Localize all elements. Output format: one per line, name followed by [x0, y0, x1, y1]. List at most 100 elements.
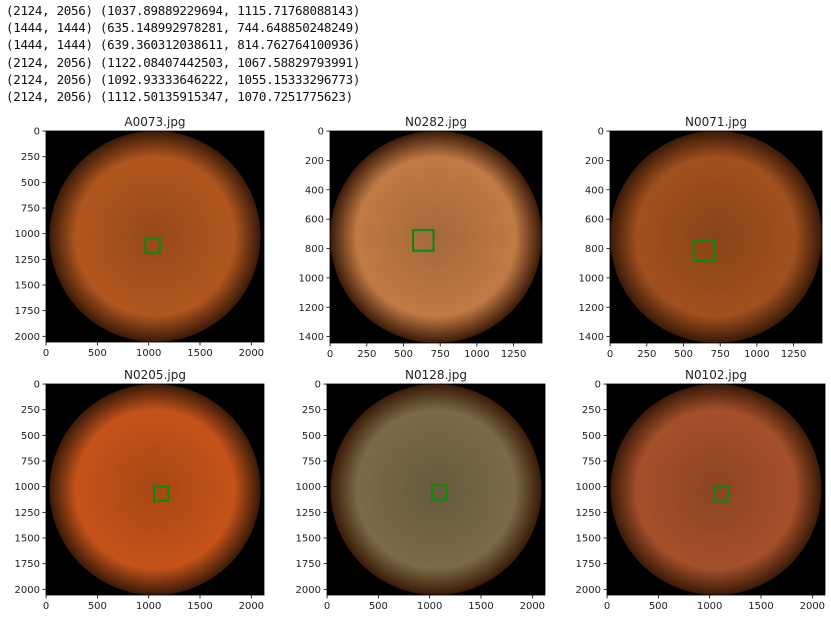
y-tick-label: 1000 [15, 229, 40, 240]
x-tick-label: 2000 [800, 601, 825, 612]
y-tick-label: 1500 [15, 534, 40, 545]
axes-frame [606, 383, 826, 596]
x-tick-label: 500 [674, 349, 693, 360]
roi-box [431, 484, 448, 501]
y-tick-label: 1000 [15, 482, 40, 493]
output-line: (2124, 2056) (1037.89889229694, 1115.717… [6, 3, 361, 18]
y-tick-label: 500 [21, 178, 40, 189]
y-tick-label: 500 [302, 431, 321, 442]
y-tick-label: 0 [315, 380, 321, 391]
y-tick-label: 1200 [579, 303, 604, 314]
x-tick-label: 2000 [239, 348, 264, 359]
x-tick-label: 1500 [468, 601, 493, 612]
x-tick-label: 1000 [464, 349, 489, 360]
x-tick-label: 250 [357, 349, 376, 360]
x-tick-label: 1000 [697, 601, 722, 612]
roi-box [412, 229, 435, 252]
axes-frame [326, 383, 546, 596]
x-tick-label: 750 [431, 349, 450, 360]
axes-frame [45, 130, 265, 343]
x-tick-label: 1500 [187, 348, 212, 359]
x-tick-label: 1250 [781, 349, 806, 360]
x-tick-label: 1000 [136, 601, 161, 612]
y-tick-label: 0 [34, 127, 40, 138]
y-tick-label: 1000 [299, 273, 324, 284]
y-tick-label: 750 [582, 457, 601, 468]
fundus-image [610, 384, 822, 596]
y-tick-label: 1250 [296, 508, 321, 519]
output-line: (1444, 1444) (639.360312038611, 814.7627… [6, 37, 361, 53]
x-tick-label: 1000 [136, 348, 161, 359]
y-tick-label: 200 [305, 156, 324, 167]
roi-box [153, 485, 170, 502]
y-tick-label: 600 [585, 215, 604, 226]
output-line: (2124, 2056) (1122.08407442503, 1067.588… [6, 54, 361, 70]
y-tick-label: 1750 [576, 559, 601, 570]
y-tick-label: 0 [318, 127, 324, 138]
y-tick-label: 800 [305, 244, 324, 255]
x-tick-label: 0 [604, 601, 610, 612]
y-tick-label: 250 [21, 152, 40, 163]
y-tick-label: 1250 [15, 508, 40, 519]
x-tick-label: 1000 [744, 349, 769, 360]
y-tick-label: 400 [305, 185, 324, 196]
y-tick-label: 1250 [576, 508, 601, 519]
x-tick-label: 0 [607, 349, 613, 360]
x-tick-label: 500 [369, 601, 388, 612]
fundus-image [49, 131, 261, 343]
x-tick-label: 0 [43, 601, 49, 612]
y-tick-label: 750 [302, 457, 321, 468]
x-tick-label: 500 [649, 601, 668, 612]
y-tick-label: 1400 [579, 332, 604, 343]
plot-title: N0071.jpg [685, 115, 747, 129]
roi-box [713, 485, 730, 503]
x-tick-label: 250 [637, 349, 656, 360]
x-tick-label: 500 [394, 349, 413, 360]
x-tick-label: 750 [711, 349, 730, 360]
output-line: (1444, 1444) (635.148992978281, 744.6488… [6, 20, 361, 36]
y-tick-label: 600 [305, 215, 324, 226]
y-tick-label: 0 [598, 127, 604, 138]
y-tick-label: 1500 [15, 281, 40, 292]
plot-title: N0205.jpg [124, 368, 186, 382]
y-tick-label: 400 [585, 185, 604, 196]
y-tick-label: 1000 [296, 482, 321, 493]
y-tick-label: 1500 [576, 534, 601, 545]
y-tick-label: 250 [302, 405, 321, 416]
output-line: (2124, 2056) (1092.93333646222, 1055.153… [6, 71, 361, 87]
text-output: (2124, 2056) (1037.89889229694, 1115.717… [6, 2, 360, 105]
x-tick-label: 1500 [748, 601, 773, 612]
axes-frame [609, 130, 823, 344]
roi-box [144, 237, 161, 254]
plot-title: N0128.jpg [405, 368, 467, 382]
y-tick-label: 250 [21, 405, 40, 416]
y-tick-label: 750 [21, 204, 40, 215]
axes-frame [45, 383, 265, 596]
y-tick-label: 750 [21, 457, 40, 468]
output-line: (2124, 2056) (1112.50135915347, 1070.725… [6, 89, 353, 105]
y-tick-label: 0 [34, 380, 40, 391]
y-tick-label: 1750 [296, 559, 321, 570]
y-tick-label: 1200 [299, 303, 324, 314]
y-tick-label: 1500 [296, 534, 321, 545]
y-tick-label: 0 [595, 380, 601, 391]
x-tick-label: 0 [327, 349, 333, 360]
y-tick-label: 1400 [299, 332, 324, 343]
x-tick-label: 1500 [187, 601, 212, 612]
y-tick-label: 500 [21, 431, 40, 442]
y-tick-label: 1750 [15, 559, 40, 570]
x-tick-label: 500 [88, 348, 107, 359]
roi-box [692, 239, 716, 262]
x-tick-label: 0 [324, 601, 330, 612]
fundus-image [330, 131, 542, 343]
y-tick-label: 1250 [15, 255, 40, 266]
x-tick-label: 2000 [520, 601, 545, 612]
y-tick-label: 1000 [576, 482, 601, 493]
axes-frame [329, 130, 543, 344]
plot-title: N0282.jpg [405, 115, 467, 129]
fundus-image [330, 384, 542, 596]
plot-title: N0102.jpg [685, 368, 747, 382]
x-tick-label: 1000 [417, 601, 442, 612]
